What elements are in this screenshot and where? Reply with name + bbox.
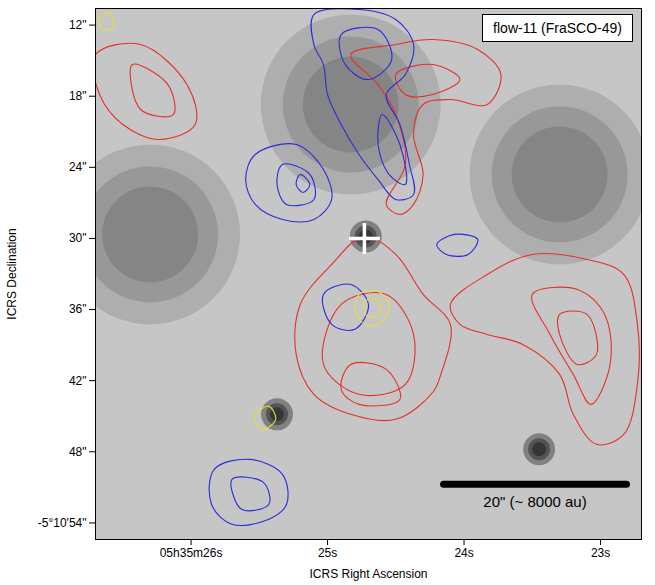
- svg-text:-5°10'54": -5°10'54": [38, 516, 87, 530]
- svg-text:18": 18": [69, 89, 87, 103]
- svg-text:23s: 23s: [591, 546, 610, 560]
- svg-text:05h35m26s: 05h35m26s: [160, 546, 223, 560]
- svg-text:48": 48": [69, 445, 87, 459]
- svg-text:36": 36": [69, 302, 87, 316]
- svg-text:42": 42": [69, 374, 87, 388]
- svg-text:25s: 25s: [318, 546, 337, 560]
- html-text:flow-11 (FraSCO-49): flow-11 (FraSCO-49): [493, 20, 622, 36]
- svg-text:24s: 24s: [454, 546, 473, 560]
- svg-text:ICRS Declination: ICRS Declination: [5, 228, 19, 319]
- svg-text:12": 12": [69, 18, 87, 32]
- svg-text:30": 30": [69, 231, 87, 245]
- svg-text:20" (~ 8000 au): 20" (~ 8000 au): [483, 493, 586, 510]
- svg-text:24": 24": [69, 160, 87, 174]
- svg-text:ICRS Right Ascension: ICRS Right Ascension: [309, 567, 427, 581]
